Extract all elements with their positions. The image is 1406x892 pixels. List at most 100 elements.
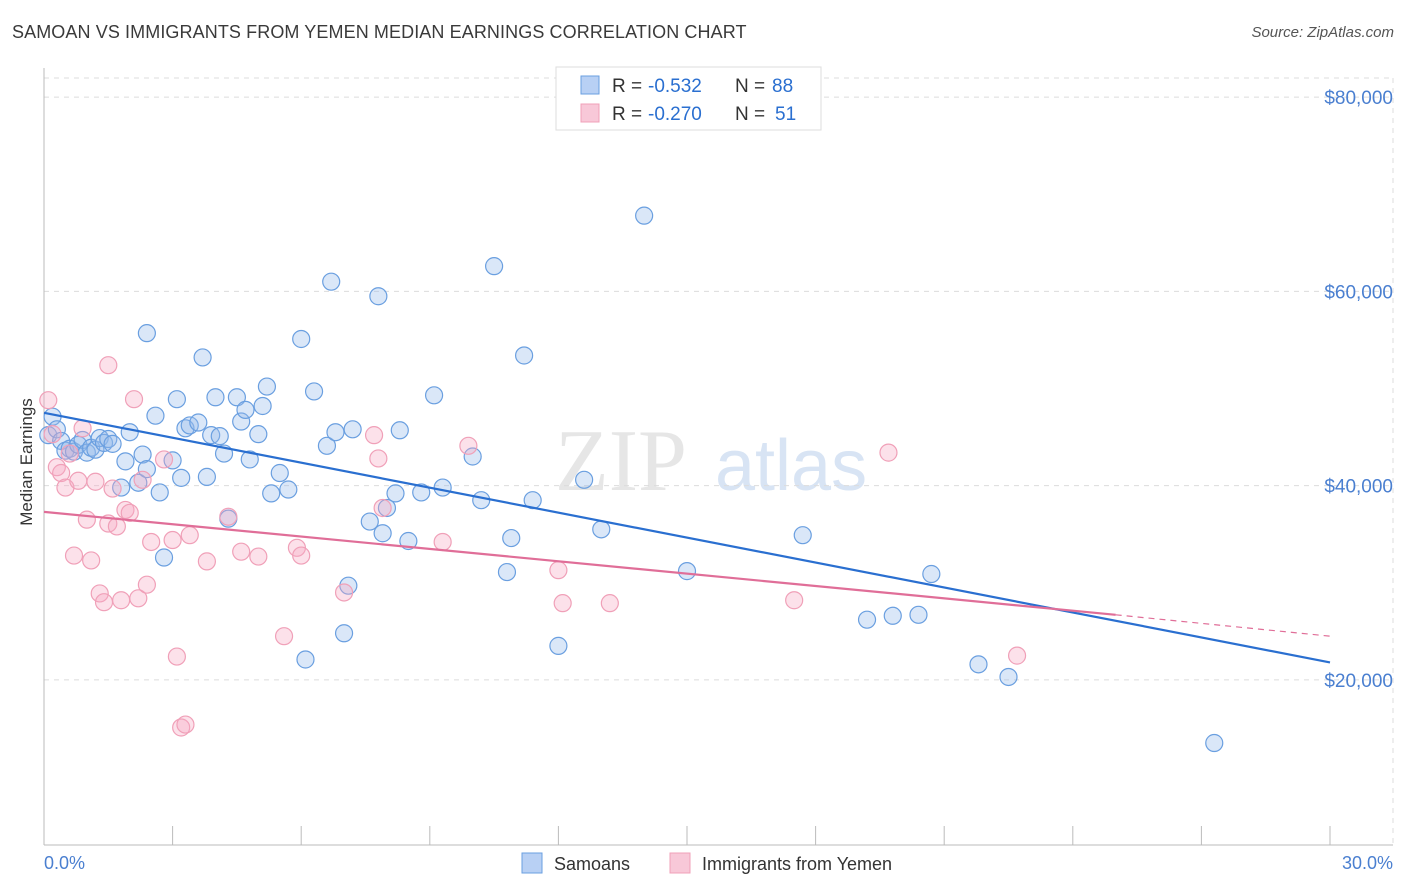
stats-r-label-yemen: R =	[612, 104, 642, 125]
samoans-point-67	[433, 478, 452, 497]
samoans-point-73	[515, 346, 534, 365]
y-tick-labels: $20,000 $40,000 $60,000 $80,000	[1324, 88, 1393, 692]
yemen-point-39	[364, 426, 384, 445]
y-tick-label-0: $20,000	[1324, 671, 1393, 692]
yemen-point-5	[60, 444, 79, 463]
yemen-point-43	[459, 436, 478, 455]
samoans-point-82	[883, 606, 902, 625]
yemen-point-12	[90, 584, 109, 603]
samoans-point-59	[369, 287, 388, 306]
series-yemen-points	[39, 356, 1027, 737]
legend-label-yemen: Immigrants from Yemen	[702, 854, 892, 874]
yemen-point-20	[124, 390, 144, 409]
stats-legend-box	[555, 66, 822, 131]
samoans-point-63	[390, 421, 409, 440]
samoans-point-76	[575, 470, 594, 489]
source-label: Source: ZipAtlas.com	[1251, 24, 1394, 41]
samoans-point-81	[857, 610, 877, 629]
stats-n-label-samoans: N =	[735, 76, 765, 97]
trend-lines	[43, 411, 1331, 664]
yemen-point-47	[785, 591, 804, 610]
legend-label-samoans: Samoans	[554, 854, 630, 874]
yemen-point-13	[94, 593, 114, 612]
yemen-trend-extension	[1115, 614, 1331, 637]
samoans-point-33	[197, 467, 216, 486]
samoans-point-31	[189, 413, 208, 432]
yemen-point-31	[197, 552, 216, 571]
samoans-point-20	[133, 445, 152, 464]
samoans-point-64	[399, 531, 418, 551]
samoans-point-21	[137, 460, 156, 479]
samoans-point-50	[296, 650, 315, 669]
samoans-point-36	[210, 427, 229, 446]
samoans-point-62	[386, 484, 405, 503]
samoans-point-44	[253, 396, 272, 416]
stats-r-value-samoans: -0.532	[648, 76, 702, 97]
yemen-point-24	[142, 532, 161, 552]
yemen-point-11	[86, 472, 105, 491]
samoans-point-61	[377, 498, 397, 518]
yemen-point-30	[180, 526, 199, 545]
yemen-trend-line	[43, 510, 1116, 616]
samoans-point-65	[412, 483, 431, 502]
samoans-point-58	[360, 512, 379, 531]
samoans-point-42	[240, 450, 259, 469]
yemen-point-6	[64, 546, 84, 565]
series-legend: Samoans Immigrants from Yemen	[521, 852, 892, 874]
samoans-point-27	[167, 390, 186, 409]
yemen-point-40	[369, 449, 388, 468]
watermark-zip: ZIP	[555, 413, 687, 510]
x-tick-label-0: 0.0%	[44, 853, 85, 873]
samoans-point-52	[317, 436, 337, 455]
yemen-point-49	[1007, 646, 1027, 665]
samoans-point-85	[969, 655, 988, 674]
x-tick-labels: 0.0% 30.0%	[44, 853, 1393, 873]
samoans-point-51	[304, 382, 324, 401]
yemen-point-3	[52, 463, 71, 483]
yemen-point-37	[292, 546, 311, 565]
y-tick-label-1: $40,000	[1324, 477, 1393, 498]
yemen-point-10	[82, 551, 101, 570]
samoans-point-15	[103, 434, 122, 453]
stats-r-value-yemen: -0.270	[648, 104, 702, 125]
samoans-point-80	[793, 526, 812, 545]
yemen-point-23	[137, 575, 156, 594]
yemen-point-46	[600, 594, 619, 613]
samoans-point-86	[999, 667, 1018, 687]
samoans-point-87	[1205, 733, 1224, 753]
yemen-point-1	[43, 425, 62, 444]
samoans-point-78	[635, 206, 654, 225]
stats-n-value-yemen: 51	[775, 104, 796, 125]
samoans-point-77	[592, 520, 611, 539]
yemen-point-29	[176, 715, 195, 734]
samoans-point-43	[249, 425, 268, 444]
yemen-point-0	[39, 391, 58, 410]
yemen-point-35	[274, 627, 294, 646]
samoans-point-49	[292, 329, 311, 349]
samoans-trend-line	[43, 411, 1331, 664]
yemen-point-27	[167, 647, 186, 666]
axes	[43, 68, 1393, 846]
legend-swatch-yemen	[669, 852, 691, 874]
yemen-point-44	[549, 561, 568, 580]
yemen-point-45	[553, 594, 572, 613]
samoans-point-83	[909, 605, 928, 624]
samoans-point-32	[193, 348, 212, 367]
samoans-point-70	[485, 257, 504, 276]
yemen-point-15	[103, 479, 122, 498]
yemen-point-42	[433, 532, 452, 552]
samoans-point-24	[150, 483, 169, 502]
samoans-point-48	[279, 480, 298, 499]
samoans-point-55	[334, 624, 354, 643]
yemen-point-9	[77, 510, 96, 529]
samoans-point-35	[206, 388, 225, 407]
samoans-point-28	[172, 468, 191, 487]
yemen-point-17	[112, 591, 131, 610]
yemen-point-34	[249, 547, 268, 566]
samoans-point-39	[227, 388, 246, 407]
samoans-point-60	[373, 524, 392, 543]
yemen-point-50	[99, 356, 118, 375]
samoans-point-54	[326, 423, 345, 442]
samoans-point-71	[497, 562, 517, 582]
